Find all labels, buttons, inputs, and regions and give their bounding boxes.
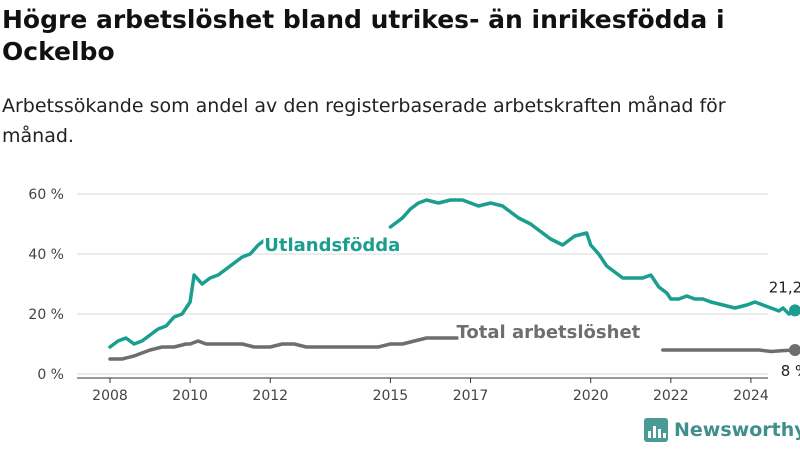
series-line-utlandsfodda — [108, 237, 268, 349]
series-annotation-label: Total arbetslöshet — [457, 322, 641, 343]
series-end-point — [788, 344, 800, 356]
x-tick-label: 2022 — [653, 388, 689, 404]
brand-name: Newsworthy — [674, 419, 800, 441]
series-line-utlandsfodda — [388, 198, 797, 316]
series-end-label: 21,2 % — [769, 278, 800, 296]
x-axis: 2008 2010 2012 2015 2017 2020 2022 2024 — [77, 377, 769, 404]
chart-title: Högre arbetslöshet bland utrikes- än inr… — [2, 5, 725, 66]
x-tick-label: 2017 — [453, 388, 489, 404]
gridlines — [77, 193, 768, 375]
x-tick-label: 2015 — [373, 388, 409, 404]
x-tick-label: 2020 — [573, 388, 609, 404]
x-tick-label: 2012 — [252, 388, 288, 404]
y-tick-label: 40 % — [28, 247, 64, 263]
series-line-total — [661, 348, 797, 354]
x-tick-label: 2024 — [733, 388, 769, 404]
newsworthy-brand: Newsworthy — [644, 418, 800, 442]
x-tick-label: 2008 — [92, 388, 128, 404]
series-end-label: 8 % — [781, 362, 800, 380]
series-annotation-label: Utlandsfödda — [264, 235, 400, 256]
series-lines — [108, 198, 800, 361]
chart-labels: 21,2 % 8 % Utlandsfödda Total arbetslöshet — [262, 233, 800, 383]
y-tick-label: 0 % — [37, 367, 64, 383]
series-line-total — [108, 336, 465, 361]
y-axis: 0 % 20 % 40 % 60 % — [28, 187, 64, 383]
series-end-point — [788, 304, 800, 317]
y-tick-label: 60 % — [28, 187, 64, 203]
chart-subtitle: Arbetssökande som andel av den registerb… — [2, 95, 726, 147]
x-tick-label: 2010 — [172, 388, 208, 404]
bar-chart-logo-icon — [644, 418, 668, 442]
y-tick-label: 20 % — [28, 307, 64, 323]
